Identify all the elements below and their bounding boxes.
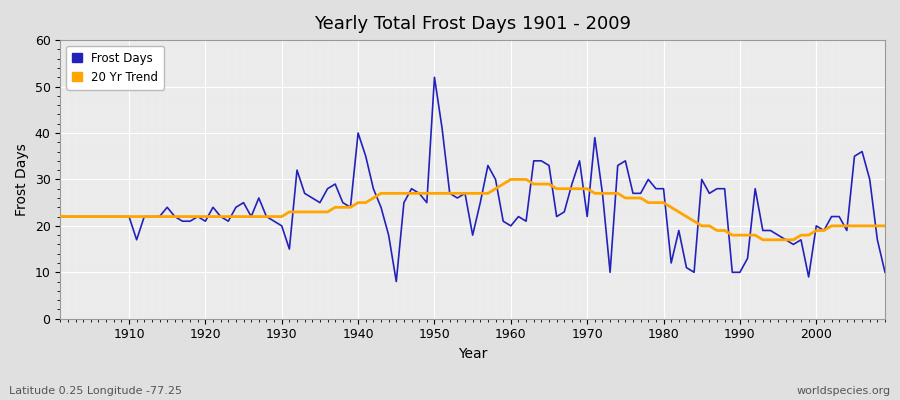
Legend: Frost Days, 20 Yr Trend: Frost Days, 20 Yr Trend xyxy=(67,46,164,90)
Text: worldspecies.org: worldspecies.org xyxy=(796,386,891,396)
20 Yr Trend xyxy=(513,177,524,182)
Y-axis label: Frost Days: Frost Days xyxy=(15,143,29,216)
Frost Days xyxy=(391,279,401,284)
20 Yr Trend xyxy=(879,224,890,228)
20 Yr Trend xyxy=(329,205,340,210)
Text: Latitude 0.25 Longitude -77.25: Latitude 0.25 Longitude -77.25 xyxy=(9,386,182,396)
Title: Yearly Total Frost Days 1901 - 2009: Yearly Total Frost Days 1901 - 2009 xyxy=(314,15,631,33)
Frost Days xyxy=(879,270,890,275)
20 Yr Trend xyxy=(284,210,295,214)
20 Yr Trend xyxy=(758,237,769,242)
20 Yr Trend xyxy=(605,191,616,196)
Frost Days xyxy=(116,214,127,219)
Frost Days xyxy=(513,214,524,219)
Frost Days xyxy=(429,75,440,80)
X-axis label: Year: Year xyxy=(458,347,487,361)
Frost Days xyxy=(55,214,66,219)
20 Yr Trend xyxy=(116,214,127,219)
Frost Days xyxy=(612,163,623,168)
Line: Frost Days: Frost Days xyxy=(60,77,885,282)
Frost Days xyxy=(329,182,340,186)
20 Yr Trend xyxy=(506,177,517,182)
Frost Days xyxy=(521,219,532,224)
Frost Days xyxy=(284,247,295,252)
Line: 20 Yr Trend: 20 Yr Trend xyxy=(60,180,885,240)
20 Yr Trend xyxy=(498,182,508,186)
20 Yr Trend xyxy=(55,214,66,219)
